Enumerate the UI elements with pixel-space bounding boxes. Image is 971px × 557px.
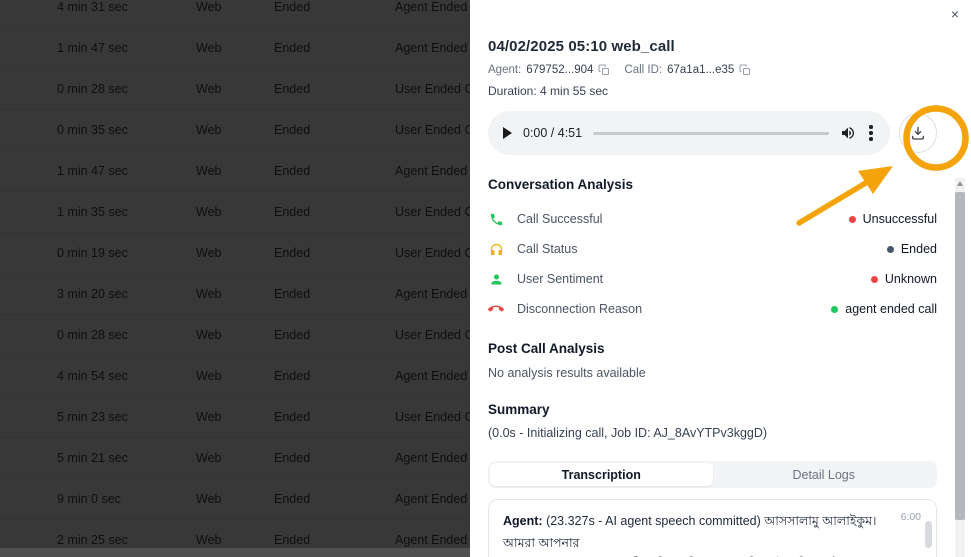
call-id-label: Call ID: <box>624 64 663 76</box>
call-detail-panel: × 04/02/2025 05:10 web_call Agent: 67975… <box>470 0 971 557</box>
tabs: Transcription Detail Logs <box>488 461 937 488</box>
volume-icon[interactable] <box>840 125 856 141</box>
audio-player-row: 0:00 / 4:51 <box>488 111 937 155</box>
table-footer-strip <box>0 548 471 557</box>
analysis-label: Disconnection Reason <box>517 302 643 316</box>
agent-id-value: 679752...904 <box>526 64 594 76</box>
player-progress-bar[interactable] <box>593 131 830 135</box>
conversation-analysis-heading: Conversation Analysis <box>488 177 634 192</box>
status-dot <box>886 245 894 253</box>
panel-scrollbar[interactable] <box>955 178 965 557</box>
call-duration: Duration: 4 min 55 sec <box>488 84 609 98</box>
summary-body: (0.0s - Initializing call, Job ID: AJ_8A… <box>488 426 768 440</box>
headphones-icon <box>488 241 504 257</box>
transcript-line-1: (23.327s - AI agent speech committed) আস… <box>503 514 877 550</box>
player-time: 0:00 / 4:51 <box>523 126 583 140</box>
analysis-label: Call Successful <box>517 212 603 226</box>
analysis-row: Call Status Ended <box>488 234 937 264</box>
page-title: 04/02/2025 05:10 web_call <box>488 38 675 55</box>
analysis-label: User Sentiment <box>517 272 604 286</box>
tab-transcription[interactable]: Transcription <box>490 463 713 486</box>
transcript-speaker: Agent: <box>503 514 543 528</box>
summary-heading: Summary <box>488 402 550 417</box>
transcript-scrollbar-thumb[interactable] <box>925 521 932 548</box>
close-icon[interactable]: × <box>950 6 959 22</box>
scrollbar-up-icon[interactable] <box>956 181 963 186</box>
analysis-value: Ended <box>886 242 937 256</box>
copy-agent-id-icon[interactable] <box>598 64 610 76</box>
download-button[interactable] <box>898 113 937 153</box>
user-icon <box>488 271 504 287</box>
phone-down-icon <box>488 301 504 317</box>
transcript-card[interactable]: Agent: (23.327s - AI agent speech commit… <box>488 499 937 557</box>
tab-detail-logs[interactable]: Detail Logs <box>792 467 856 482</box>
call-meta: Agent: 679752...904 Call ID: 67a1a1...e3… <box>488 64 937 76</box>
status-dot <box>848 215 856 223</box>
audio-player: 0:00 / 4:51 <box>488 111 890 155</box>
analysis-label: Call Status <box>517 242 578 256</box>
player-menu-icon[interactable] <box>867 125 875 141</box>
analysis-value: agent ended call <box>831 302 937 316</box>
analysis-row: Call Successful Unsuccessful <box>488 204 937 234</box>
phone-icon <box>488 211 504 227</box>
scrollbar-thumb[interactable] <box>955 192 965 520</box>
analysis-rows: Call Successful Unsuccessful Call Status En… <box>488 204 937 324</box>
analysis-row: Disconnection Reason agent ended call <box>488 294 937 324</box>
analysis-value: Unsuccessful <box>848 212 937 226</box>
post-call-analysis-body: No analysis results available <box>488 366 646 380</box>
call-id-value: 67a1a1...e35 <box>667 64 735 76</box>
status-dot <box>831 305 839 313</box>
analysis-row: User Sentiment Unknown <box>488 264 937 294</box>
agent-label: Agent: <box>488 64 522 76</box>
analysis-value: Unknown <box>870 272 937 286</box>
copy-call-id-icon[interactable] <box>739 64 751 76</box>
post-call-analysis-heading: Post Call Analysis <box>488 341 605 356</box>
transcript-timestamp: 6:00 <box>900 511 921 523</box>
download-icon <box>910 125 926 141</box>
status-dot <box>870 275 878 283</box>
play-icon[interactable] <box>503 127 512 139</box>
